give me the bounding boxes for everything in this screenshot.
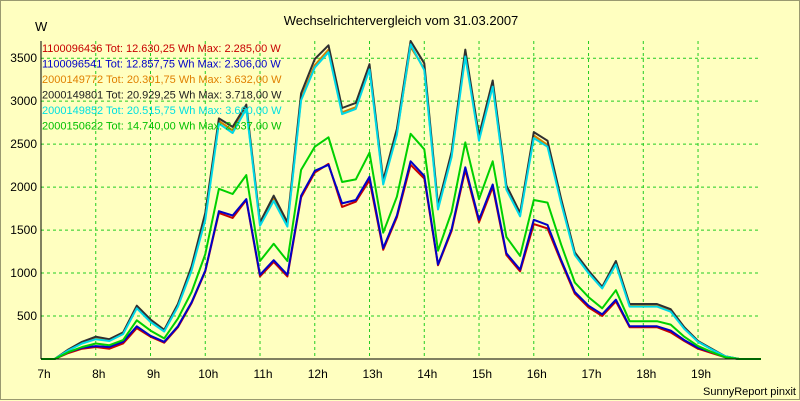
y-axis-label: W — [35, 19, 48, 34]
footer-credit: SunnyReport pinxit — [703, 386, 796, 398]
x-tick-label: 7h — [37, 367, 50, 381]
series-line-6 — [41, 132, 761, 360]
x-tick-label: 15h — [472, 367, 492, 381]
x-tick-label: 12h — [308, 367, 328, 381]
y-tick-label: 3500 — [10, 51, 37, 65]
x-tick-label: 9h — [147, 367, 160, 381]
x-tick-label: 17h — [582, 367, 602, 381]
x-tick-label: 18h — [636, 367, 656, 381]
y-tick-label: 3000 — [10, 94, 37, 108]
x-tick-label: 16h — [527, 367, 547, 381]
x-tick-label: 11h — [253, 367, 272, 381]
x-tick-label: 19h — [691, 367, 711, 381]
legend-entry-2: 1100096541 Tot: 12.857,75 Wh Max: 2.306,… — [42, 59, 281, 71]
x-tick-label: 13h — [363, 367, 383, 381]
x-tick-label: 8h — [92, 367, 105, 381]
legend-entry-1: 1100096436 Tot: 12.630,25 Wh Max: 2.285,… — [42, 43, 281, 55]
x-tick-label: 14h — [417, 367, 437, 381]
series-line-2 — [41, 160, 761, 360]
chart-title: Wechselrichtervergleich vom 31.03.2007 — [284, 13, 519, 28]
y-tick-label: 1000 — [10, 266, 37, 280]
legend-entry-6: 2000150622 Tot: 14.740,00 Wh Max: 2.637,… — [42, 121, 282, 133]
y-tick-label: 2000 — [10, 180, 37, 194]
legend-entry-5: 2000149852 Tot: 20.515,75 Wh Max: 3.660,… — [42, 105, 282, 117]
series-line-5 — [41, 43, 761, 360]
y-tick-label: 500 — [17, 309, 37, 323]
y-tick-label: 2500 — [10, 137, 37, 151]
legend-entry-3: 2000149772 Tot: 20.301,75 Wh Max: 3.632,… — [42, 74, 282, 86]
x-tick-label: 10h — [198, 367, 218, 381]
legend-entry-4: 2000149801 Tot: 20.929,25 Wh Max: 3.718,… — [42, 90, 282, 102]
y-tick-label: 1500 — [10, 223, 37, 237]
